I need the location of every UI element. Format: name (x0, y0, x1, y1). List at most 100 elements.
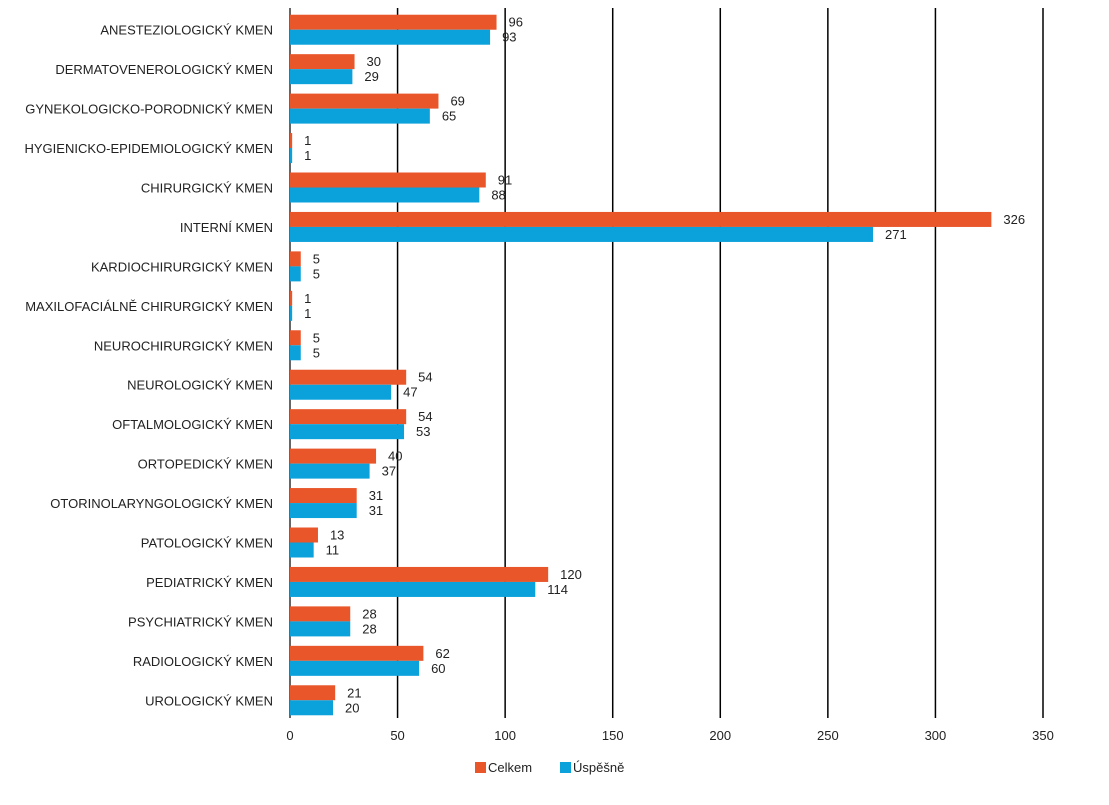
bar-uspesne (290, 345, 301, 361)
data-label-celkem: 54 (418, 370, 432, 385)
x-tick-label: 250 (817, 728, 839, 743)
data-label-celkem: 30 (367, 54, 381, 69)
bars (290, 14, 992, 716)
data-label-uspesne: 60 (431, 661, 445, 676)
data-label-uspesne: 65 (442, 109, 456, 124)
data-label-celkem: 28 (362, 606, 376, 621)
bar-uspesne (290, 187, 480, 203)
bar-uspesne (290, 29, 491, 45)
category-label: KARDIOCHIRURGICKÝ KMEN (91, 259, 273, 274)
legend-swatch-uspesne (560, 762, 571, 773)
category-label: CHIRURGICKÝ KMEN (141, 181, 273, 196)
category-label: RADIOLOGICKÝ KMEN (133, 654, 273, 669)
data-label-celkem: 13 (330, 528, 344, 543)
category-label: PEDIATRICKÝ KMEN (146, 575, 273, 590)
bar-celkem (290, 369, 407, 385)
x-tick-label: 50 (390, 728, 404, 743)
data-label-celkem: 120 (560, 567, 582, 582)
bar-celkem (290, 172, 486, 188)
data-label-uspesne: 11 (326, 543, 340, 558)
data-label-uspesne: 1 (304, 306, 311, 321)
data-label-uspesne: 114 (547, 582, 568, 597)
category-label: NEUROCHIRURGICKÝ KMEN (94, 338, 273, 353)
data-label-celkem: 1 (304, 291, 311, 306)
data-label-celkem: 40 (388, 449, 402, 464)
data-label-uspesne: 5 (313, 345, 320, 360)
bar-celkem (290, 409, 407, 425)
bar-celkem (290, 645, 424, 661)
bar-celkem (290, 133, 293, 149)
data-label-uspesne: 31 (369, 503, 383, 518)
bar-celkem (290, 54, 355, 70)
data-label-uspesne: 1 (304, 148, 311, 163)
data-label-celkem: 54 (418, 409, 432, 424)
category-label: MAXILOFACIÁLNĚ CHIRURGICKÝ KMEN (25, 299, 273, 314)
category-label: NEUROLOGICKÝ KMEN (127, 378, 273, 393)
bar-celkem (290, 14, 497, 30)
bar-uspesne (290, 305, 293, 321)
bar-celkem (290, 527, 318, 543)
bar-uspesne (290, 581, 536, 597)
bar-uspesne (290, 384, 392, 400)
category-label: UROLOGICKÝ KMEN (145, 693, 273, 708)
gridlines (289, 8, 1044, 718)
bar-uspesne (290, 700, 334, 716)
category-label: ANESTEZIOLOGICKÝ KMEN (100, 23, 273, 38)
bar-uspesne (290, 424, 405, 440)
data-label-uspesne: 20 (345, 700, 359, 715)
category-label: ORTOPEDICKÝ KMEN (138, 457, 273, 472)
bar-uspesne (290, 108, 430, 124)
bar-celkem (290, 330, 301, 346)
labels: 0 50 100 150 200 250 300 350 ANESTEZIOLOGICKÝ KM… (25, 15, 1054, 743)
bar-celkem (290, 606, 351, 622)
bar-uspesne (290, 463, 370, 479)
data-label-uspesne: 271 (885, 227, 907, 242)
bar-uspesne (290, 660, 420, 676)
data-label-celkem: 69 (450, 94, 464, 109)
bar-celkem (290, 488, 357, 504)
bar-celkem (290, 93, 439, 109)
x-tick-label: 0 (286, 728, 293, 743)
x-tick-label: 150 (602, 728, 624, 743)
x-tick-label: 300 (925, 728, 947, 743)
legend: Celkem Úspěšně (475, 760, 624, 775)
legend-label-uspesne: Úspěšně (573, 760, 624, 775)
category-label: HYGIENICKO-EPIDEMIOLOGICKÝ KMEN (25, 141, 274, 156)
legend-swatch-celkem (475, 762, 486, 773)
data-label-celkem: 91 (498, 173, 512, 188)
data-label-celkem: 21 (347, 685, 361, 700)
category-label: GYNEKOLOGICKO-PORODNICKÝ KMEN (25, 102, 273, 117)
bar-celkem (290, 251, 301, 267)
bar-celkem (290, 685, 336, 701)
data-label-uspesne: 37 (382, 464, 396, 479)
category-label: PATOLOGICKÝ KMEN (141, 536, 273, 551)
legend-label-celkem: Celkem (488, 760, 532, 775)
data-label-uspesne: 47 (403, 385, 417, 400)
x-tick-label: 100 (494, 728, 516, 743)
x-tick-label: 350 (1032, 728, 1054, 743)
data-label-celkem: 326 (1003, 212, 1025, 227)
bar-uspesne (290, 503, 357, 519)
data-label-uspesne: 5 (313, 266, 320, 281)
data-label-celkem: 1 (304, 133, 311, 148)
data-label-uspesne: 93 (502, 30, 516, 45)
data-label-celkem: 62 (435, 646, 449, 661)
category-label: OFTALMOLOGICKÝ KMEN (112, 417, 273, 432)
data-label-uspesne: 88 (491, 188, 505, 203)
bar-uspesne (290, 226, 874, 242)
x-tick-label: 200 (709, 728, 731, 743)
bar-celkem (290, 290, 293, 306)
bar-uspesne (290, 266, 301, 282)
data-label-uspesne: 53 (416, 424, 430, 439)
data-label-uspesne: 28 (362, 621, 376, 636)
data-label-celkem: 5 (313, 330, 320, 345)
data-label-celkem: 5 (313, 251, 320, 266)
category-label: OTORINOLARYNGOLOGICKÝ KMEN (50, 496, 273, 511)
data-label-celkem: 96 (509, 15, 523, 30)
bar-celkem (290, 448, 377, 464)
bar-uspesne (290, 621, 351, 637)
data-label-uspesne: 29 (364, 69, 378, 84)
bar-uspesne (290, 148, 293, 164)
